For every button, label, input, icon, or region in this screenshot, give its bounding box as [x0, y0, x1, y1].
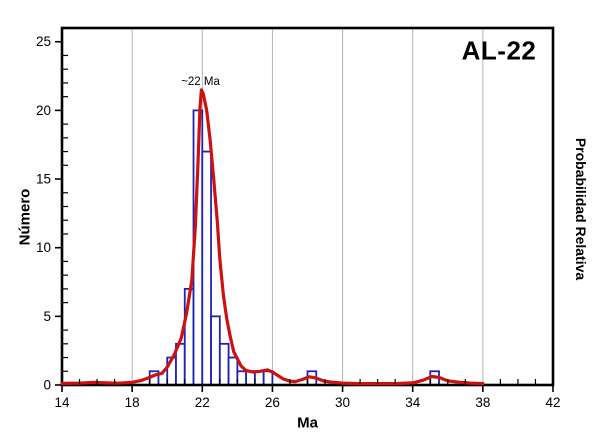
- y-tick-label: 10: [36, 240, 51, 255]
- x-tick-label: 18: [125, 395, 140, 410]
- histogram-bar: [227, 356, 239, 386]
- histogram-bar: [201, 150, 212, 386]
- histogram-bar: [253, 370, 265, 386]
- x-tick-label: 14: [54, 395, 70, 410]
- x-tick-label: 34: [405, 395, 421, 410]
- y-tick-label: 5: [43, 309, 51, 324]
- x-tick-label: 42: [545, 395, 560, 410]
- x-tick-label: 38: [475, 395, 490, 410]
- sample-title: AL-22: [461, 35, 537, 66]
- y-tick-label: 25: [36, 34, 51, 49]
- x-axis-label: Ma: [297, 414, 318, 432]
- histogram-bar: [262, 370, 274, 386]
- histogram-bar: [210, 315, 221, 386]
- probability-curve: [60, 88, 485, 386]
- y-axis-label-left: Número: [16, 188, 34, 245]
- x-tick-label: 22: [195, 395, 210, 410]
- peak-age-annotation: ~22 Ma: [181, 75, 220, 88]
- y-tick-label: 0: [43, 378, 51, 393]
- histogram-bar: [218, 342, 230, 386]
- histogram-bar: [236, 370, 248, 386]
- plot-frame: [60, 26, 555, 387]
- y-axis-label-right: Probabilidad Relativa: [573, 137, 589, 280]
- x-tick-label: 30: [335, 395, 350, 410]
- y-tick-label: 20: [36, 103, 51, 118]
- x-tick-label: 26: [265, 395, 280, 410]
- y-tick-label: 15: [36, 172, 51, 187]
